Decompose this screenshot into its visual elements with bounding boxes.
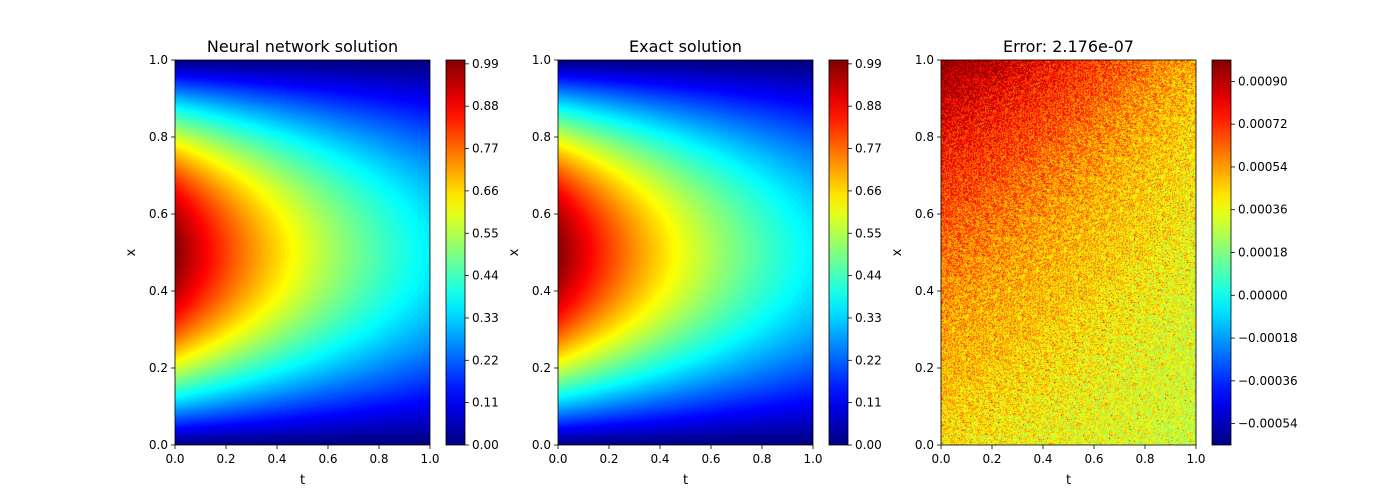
- colorbar: [446, 60, 465, 445]
- x-tick-label: 0.0: [548, 452, 567, 466]
- x-axis-label: t: [683, 473, 688, 488]
- x-tick-label: 0.6: [701, 452, 720, 466]
- colorbar-frame: [828, 59, 849, 446]
- colorbar-tick-label: 0.88: [472, 99, 499, 113]
- heatmap-image: [941, 60, 1196, 445]
- y-tick-label: 0.8: [532, 130, 551, 144]
- y-tick-label: 0.0: [532, 438, 551, 452]
- x-tick-label: 0.6: [318, 452, 337, 466]
- chart-title: Neural network solution: [207, 37, 398, 56]
- colorbar-tick-label: 0.11: [855, 396, 882, 410]
- axes-frame: [557, 59, 814, 446]
- colorbar-tick-label: 0.66: [855, 184, 882, 198]
- heatmap-image: [175, 60, 430, 445]
- colorbar-tick-label: 0.00: [855, 438, 882, 452]
- axes-frame: [174, 59, 431, 446]
- y-tick-label: 0.8: [915, 130, 934, 144]
- colorbar-tick-label: 0.11: [472, 396, 499, 410]
- x-tick-label: 1.0: [1186, 452, 1205, 466]
- colorbar-tick-label: 0.00: [472, 438, 499, 452]
- x-tick-label: 0.8: [369, 452, 388, 466]
- panel-3: Error: 2.176e-07 0.0 0.2 0.4 0.6 0.8 1.0 t 0.0 0.…: [890, 37, 1298, 488]
- colorbar-tick-label: 0.77: [472, 142, 499, 156]
- y-tick-label: 0.0: [149, 438, 168, 452]
- y-tick-label: 0.0: [915, 438, 934, 452]
- colorbar-tick-label: 0.55: [855, 226, 882, 240]
- panel-1: Neural network solution 0.0 0.2 0.4 0.6 0.8 1.…: [124, 37, 499, 488]
- x-tick-label: 1.0: [420, 452, 439, 466]
- x-tick-label: 0.4: [650, 452, 669, 466]
- y-axis-label: x: [507, 248, 522, 256]
- y-tick-label: 0.8: [149, 130, 168, 144]
- colorbar-tick-label: 0.22: [472, 353, 499, 367]
- colorbar-tick-label: 0.77: [855, 142, 882, 156]
- panel-2: Exact solution 0.0 0.2 0.4 0.6 0.8 1.0 t 0.0 0.2 0…: [507, 37, 882, 488]
- colorbar: [1212, 60, 1231, 445]
- y-axis-label: x: [890, 248, 905, 256]
- heatmap-image: [558, 60, 813, 445]
- colorbar-tick-label: 0.00054: [1238, 160, 1288, 174]
- x-tick-label: 0.8: [752, 452, 771, 466]
- x-tick-label: 0.2: [599, 452, 618, 466]
- x-tick-label: 0.4: [267, 452, 286, 466]
- x-tick-label: 0.4: [1033, 452, 1052, 466]
- colorbar-tick-label: 0.00018: [1238, 246, 1288, 260]
- x-tick-label: 0.8: [1135, 452, 1154, 466]
- colorbar-frame: [445, 59, 466, 446]
- x-axis-label: t: [300, 473, 305, 488]
- chart-title: Error: 2.176e-07: [1003, 37, 1134, 56]
- colorbar-tick-label: 0.99: [855, 57, 882, 71]
- y-tick-label: 0.6: [149, 207, 168, 221]
- colorbar-tick-label: 0.00000: [1238, 288, 1288, 302]
- colorbar-tick-label: −0.00054: [1238, 417, 1298, 431]
- colorbar-tick-label: −0.00036: [1238, 374, 1298, 388]
- x-tick-label: 0.0: [931, 452, 950, 466]
- colorbar-tick-label: 0.99: [472, 57, 499, 71]
- x-tick-label: 0.0: [165, 452, 184, 466]
- y-tick-label: 0.6: [915, 207, 934, 221]
- colorbar-tick-label: 0.00036: [1238, 203, 1288, 217]
- axes-frame: [940, 59, 1197, 446]
- colorbar-tick-label: 0.88: [855, 99, 882, 113]
- colorbar-tick-label: 0.33: [855, 311, 882, 325]
- colorbar-tick-label: 0.44: [472, 269, 499, 283]
- y-tick-label: 0.4: [532, 284, 551, 298]
- colorbar-tick-label: 0.22: [855, 353, 882, 367]
- y-tick-label: 0.6: [532, 207, 551, 221]
- x-tick-label: 1.0: [803, 452, 822, 466]
- colorbar-tick-label: 0.44: [855, 269, 882, 283]
- x-axis-label: t: [1066, 473, 1071, 488]
- y-axis-label: x: [124, 248, 139, 256]
- colorbar-tick-label: 0.33: [472, 311, 499, 325]
- y-tick-label: 0.4: [149, 284, 168, 298]
- colorbar: [829, 60, 848, 445]
- y-tick-label: 0.2: [149, 361, 168, 375]
- colorbar-tick-label: 0.66: [472, 184, 499, 198]
- x-tick-label: 0.6: [1084, 452, 1103, 466]
- x-tick-label: 0.2: [982, 452, 1001, 466]
- colorbar-tick-label: 0.55: [472, 226, 499, 240]
- colorbar-tick-label: 0.00090: [1238, 74, 1288, 88]
- y-tick-label: 1.0: [532, 53, 551, 67]
- x-tick-label: 0.2: [216, 452, 235, 466]
- y-tick-label: 0.2: [532, 361, 551, 375]
- y-tick-label: 1.0: [915, 53, 934, 67]
- y-tick-label: 1.0: [149, 53, 168, 67]
- y-tick-label: 0.2: [915, 361, 934, 375]
- chart-title: Exact solution: [629, 37, 742, 56]
- y-tick-label: 0.4: [915, 284, 934, 298]
- colorbar-tick-label: −0.00018: [1238, 331, 1298, 345]
- colorbar-tick-label: 0.00072: [1238, 117, 1288, 131]
